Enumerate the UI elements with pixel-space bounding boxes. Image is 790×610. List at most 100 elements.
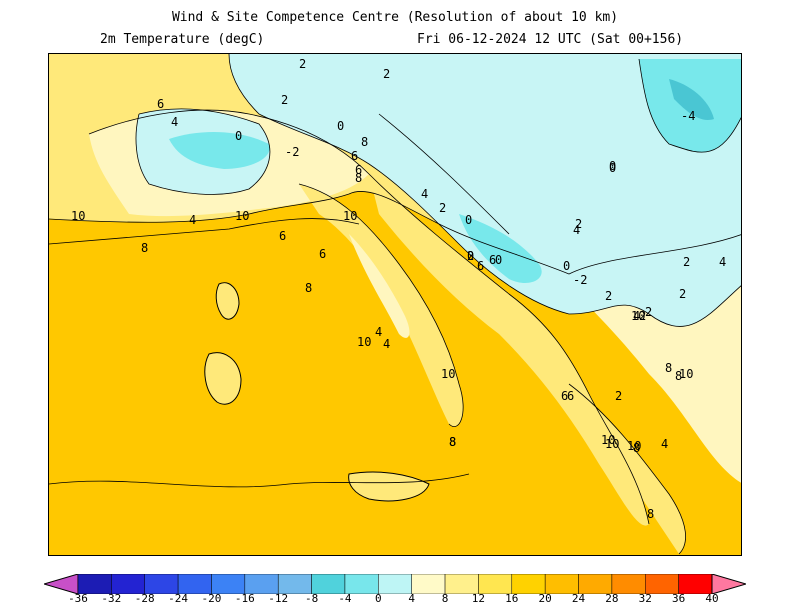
contour-label: 0 [235, 129, 242, 143]
colorbar-tick-label: -20 [201, 592, 222, 605]
contour-label: 0 [465, 213, 472, 227]
contour-label: 8 [449, 435, 456, 449]
colorbar-swatch [144, 573, 179, 595]
apennine-mid-area [299, 184, 464, 427]
contour-label: 2 [645, 305, 652, 319]
contour-label: 8 [647, 507, 654, 521]
contour-label: -4 [681, 109, 695, 123]
contour-label: 2 [615, 389, 622, 403]
contour-line [135, 108, 271, 195]
contour-label: 2 [679, 287, 686, 301]
colorbar-tick-label: 8 [441, 592, 449, 605]
contour-line [49, 473, 470, 488]
contour-label: 2 [383, 67, 390, 81]
colorbar-tick-label: -16 [234, 592, 255, 605]
colorbar-tick-label: 16 [505, 592, 519, 605]
contour-line [298, 183, 464, 427]
contour-label: 4 [661, 437, 668, 451]
cold-mid-area-alps [169, 132, 270, 169]
colorbar-swatch [645, 573, 679, 595]
contour-label: 4 [633, 309, 640, 323]
colorbar-svg [42, 573, 748, 595]
colorbar-swatch [344, 573, 379, 595]
corsica-island [215, 282, 240, 320]
greece-mid-area [569, 384, 686, 554]
contour-label: 4 [719, 255, 726, 269]
contour-label: 4 [421, 187, 428, 201]
colorbar-tick-label: -24 [168, 592, 189, 605]
contour-line [88, 109, 370, 175]
contour-label: 2 [639, 309, 646, 323]
colorbar-swatch [244, 573, 279, 595]
contour-line [638, 58, 741, 153]
contour-label: 0 [467, 249, 474, 263]
colorbar-tick-label: -12 [268, 592, 289, 605]
contour-label: 10 [679, 367, 693, 381]
colorbar-tick-label: 20 [538, 592, 552, 605]
contour-label: 8 [361, 135, 368, 149]
colorbar-tick-label: 32 [638, 592, 652, 605]
contour-label: 6 [157, 97, 164, 111]
contour-label: 6 [561, 389, 568, 403]
contour-label: -2 [573, 273, 587, 287]
contour-label: 8 [449, 435, 456, 449]
contour-label: 8 [305, 281, 312, 295]
contour-label: 8 [355, 171, 362, 185]
colorbar-tick-label: -32 [101, 592, 122, 605]
variable-label: 2m Temperature (degC) [100, 32, 265, 47]
colorbar-low-arrow [42, 573, 79, 595]
contour-label: 10 [357, 335, 371, 349]
sardinia-island [204, 352, 242, 405]
balkan-coast-area [369, 174, 649, 526]
colorbar-tick-label: -28 [134, 592, 155, 605]
contour-label: 6 [477, 259, 484, 273]
contour-lines [49, 54, 741, 555]
sicily-island [348, 471, 430, 502]
contour-label: 10 [71, 209, 85, 223]
colorbar-swatch [411, 573, 446, 595]
contour-label: 8 [665, 361, 672, 375]
contour-label: 4 [189, 213, 196, 227]
colorbar-swatch [378, 573, 412, 595]
colorbar-swatch [277, 573, 312, 595]
contour-label: 10 [631, 309, 645, 323]
contour-label: 6 [567, 389, 574, 403]
contour-label: 10 [235, 209, 249, 223]
contour-label: 10 [627, 439, 641, 453]
colorbar-swatch [611, 573, 646, 595]
contour-label: 10 [605, 437, 619, 451]
contour-label: 0 [495, 253, 502, 267]
temperature-map: 2 2 6 4 2 0 -2 0 8 6 6 8 4 2 10 4 10 8 0 2 0 -2 2 0 10 6 6 8 0 6 4 4 10 1… [48, 53, 742, 556]
contour-line [378, 113, 510, 235]
colorbar-tick-label: 36 [672, 592, 686, 605]
colorbar-swatch [111, 573, 145, 595]
contour-label: 0 [563, 259, 570, 273]
contour-label: 10 [601, 433, 615, 447]
contour-line [368, 173, 650, 525]
colorbar-swatch [478, 573, 513, 595]
contour-label: 4 [383, 337, 390, 351]
colorbar-tick-label: -8 [304, 592, 319, 605]
contour-label: 4 [375, 325, 382, 339]
contour-label: 2 [439, 201, 446, 215]
contour-label: 2 [299, 57, 306, 71]
colorbar-swatch [678, 573, 713, 595]
contour-label: 6 [351, 149, 358, 163]
contour-label: 6 [279, 229, 286, 243]
contour-line [568, 383, 686, 555]
cold-dark-area [669, 79, 714, 120]
contour-label: 0 [337, 119, 344, 133]
chart-title: Wind & Site Competence Centre (Resolutio… [171, 10, 619, 25]
contour-label: 2 [467, 249, 474, 263]
contour-label: 8 [633, 441, 640, 455]
colorbar-tick-label: -4 [338, 592, 352, 605]
colorbar-tick-label: 28 [605, 592, 619, 605]
contour-label: -2 [285, 145, 299, 159]
colorbar-swatch [444, 573, 479, 595]
contour-label: 4 [171, 115, 178, 129]
contour-line [49, 218, 360, 245]
colorbar-tick-label: 12 [471, 592, 486, 605]
colorbar-swatch [77, 573, 112, 595]
